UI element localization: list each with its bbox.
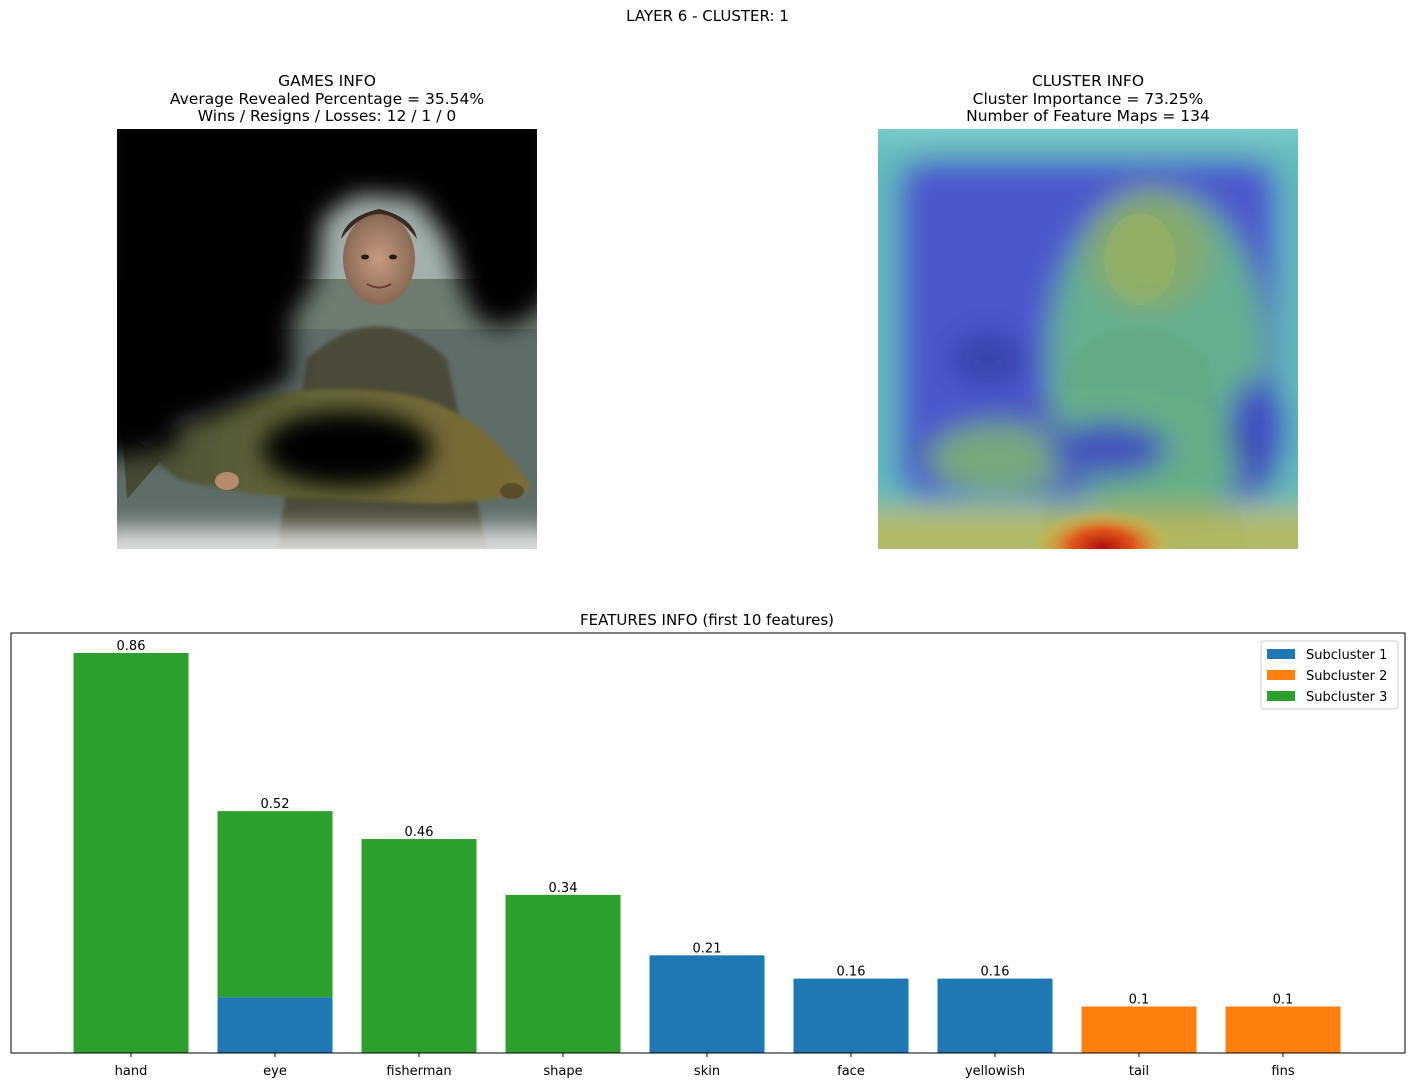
x-axis-ticks-group: hand eye fisherman shape skin face yellowish ta… <box>115 1053 1295 1079</box>
x-tick-label-yellowish: yellowish <box>965 1064 1025 1079</box>
masked-photo-image <box>117 129 537 549</box>
x-tick-label-fins: fins <box>1271 1064 1294 1079</box>
cluster-info-importance: Cluster Importance = 73.25% <box>972 89 1204 108</box>
bar-face-subcluster-1 <box>793 978 909 1053</box>
data-label-shape: 0.34 <box>549 881 578 896</box>
data-label-fisherman: 0.46 <box>405 825 434 840</box>
legend-swatch-subcluster-1 <box>1267 649 1295 659</box>
bar-eye-subcluster-1 <box>217 997 333 1053</box>
data-label-yellowish: 0.16 <box>981 965 1010 980</box>
games-info-revealed-percentage: Average Revealed Percentage = 35.54% <box>169 89 485 108</box>
data-labels-group: 0.86 0.52 0.46 0.34 0.21 0.16 0.16 0.1 0.1 <box>117 639 1294 1007</box>
legend-label-subcluster-1: Subcluster 1 <box>1306 648 1387 663</box>
bar-tail-subcluster-2 <box>1081 1006 1197 1053</box>
games-info-title-block: GAMES INFO Average Revealed Percentage =… <box>117 72 537 126</box>
x-tick-label-skin: skin <box>694 1064 720 1079</box>
figure-suptitle: LAYER 6 - CLUSTER: 1 <box>626 7 789 25</box>
bar-skin-subcluster-1 <box>649 955 765 1053</box>
data-label-skin: 0.21 <box>693 941 722 956</box>
data-label-fins: 0.1 <box>1273 992 1294 1007</box>
chart-title: FEATURES INFO (first 10 features) <box>580 611 834 629</box>
x-tick-label-hand: hand <box>115 1064 148 1079</box>
bar-fisherman-subcluster-3 <box>361 839 477 1053</box>
x-tick-label-fisherman: fisherman <box>386 1064 451 1079</box>
features-bar-chart: FEATURES INFO (first 10 features) 0.860.… <box>10 611 1406 1079</box>
data-label-eye: 0.52 <box>261 797 290 812</box>
plot-frame <box>10 632 1406 1054</box>
x-tick-label-shape: shape <box>543 1064 582 1079</box>
legend-swatch-subcluster-3 <box>1267 691 1295 701</box>
data-label-hand: 0.86 <box>117 639 146 654</box>
legend: Subcluster 1 Subcluster 2 Subcluster 3 <box>1260 640 1399 710</box>
cluster-info-title-block: CLUSTER INFO Cluster Importance = 73.25%… <box>878 72 1298 126</box>
heatmap-overlay-image <box>878 129 1298 549</box>
x-tick-label-eye: eye <box>263 1064 287 1079</box>
cluster-info-title: CLUSTER INFO <box>1031 72 1145 90</box>
data-label-face: 0.16 <box>837 965 866 980</box>
x-tick-label-tail: tail <box>1129 1064 1149 1079</box>
legend-label-subcluster-3: Subcluster 3 <box>1306 690 1387 705</box>
data-label-tail: 0.1 <box>1129 992 1150 1007</box>
bars-group <box>73 653 1341 1053</box>
games-info-wins-resigns-losses: Wins / Resigns / Losses: 12 / 1 / 0 <box>197 107 457 125</box>
x-tick-label-face: face <box>837 1064 865 1079</box>
bar-yellowish-subcluster-1 <box>937 978 1053 1053</box>
legend-label-subcluster-2: Subcluster 2 <box>1306 669 1387 684</box>
legend-box <box>1260 640 1399 710</box>
bar-hand-subcluster-3 <box>73 653 189 1053</box>
legend-swatch-subcluster-2 <box>1267 670 1295 680</box>
games-info-title: GAMES INFO <box>278 72 376 90</box>
bar-fins-subcluster-2 <box>1225 1006 1341 1053</box>
bar-shape-subcluster-3 <box>505 894 621 1053</box>
bar-eye-subcluster-3 <box>217 811 333 998</box>
cluster-info-feature-maps: Number of Feature Maps = 134 <box>966 107 1210 125</box>
